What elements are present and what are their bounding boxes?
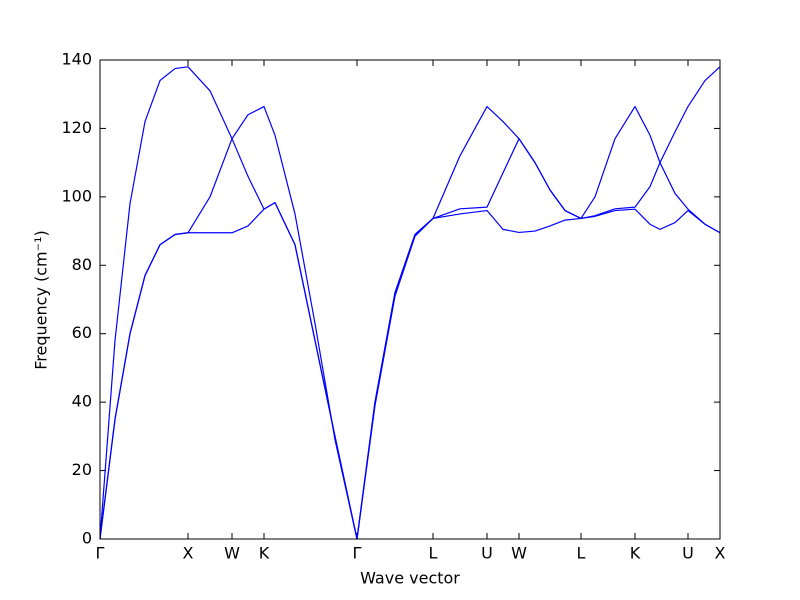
y-axis-label: Frequency (cm⁻¹) <box>32 230 51 369</box>
x-tick-label: Γ <box>353 544 362 563</box>
y-tick-label: 60 <box>72 323 92 342</box>
x-tick-label: U <box>682 544 694 563</box>
y-tick-label: 0 <box>82 529 92 548</box>
x-axis-label: Wave vector <box>360 569 460 588</box>
x-tick-label: X <box>183 544 194 563</box>
x-tick-label: K <box>259 544 270 563</box>
plot-frame <box>99 59 721 540</box>
y-tick-label: 20 <box>72 460 92 479</box>
x-tick-label: W <box>511 544 527 563</box>
x-tick-label: U <box>481 544 493 563</box>
y-tick-label: 80 <box>72 255 92 274</box>
band-line <box>99 202 721 540</box>
y-tick-label: 120 <box>61 118 92 137</box>
x-tick-label: W <box>224 544 240 563</box>
x-tick-label: L <box>577 544 586 563</box>
y-tick-label: 100 <box>61 186 92 205</box>
x-tick-label: Γ <box>96 544 105 563</box>
y-tick-label: 140 <box>61 50 92 69</box>
x-tick-label: K <box>630 544 641 563</box>
x-tick-label: L <box>429 544 438 563</box>
y-tick-label: 40 <box>72 392 92 411</box>
x-tick-label: X <box>715 544 726 563</box>
